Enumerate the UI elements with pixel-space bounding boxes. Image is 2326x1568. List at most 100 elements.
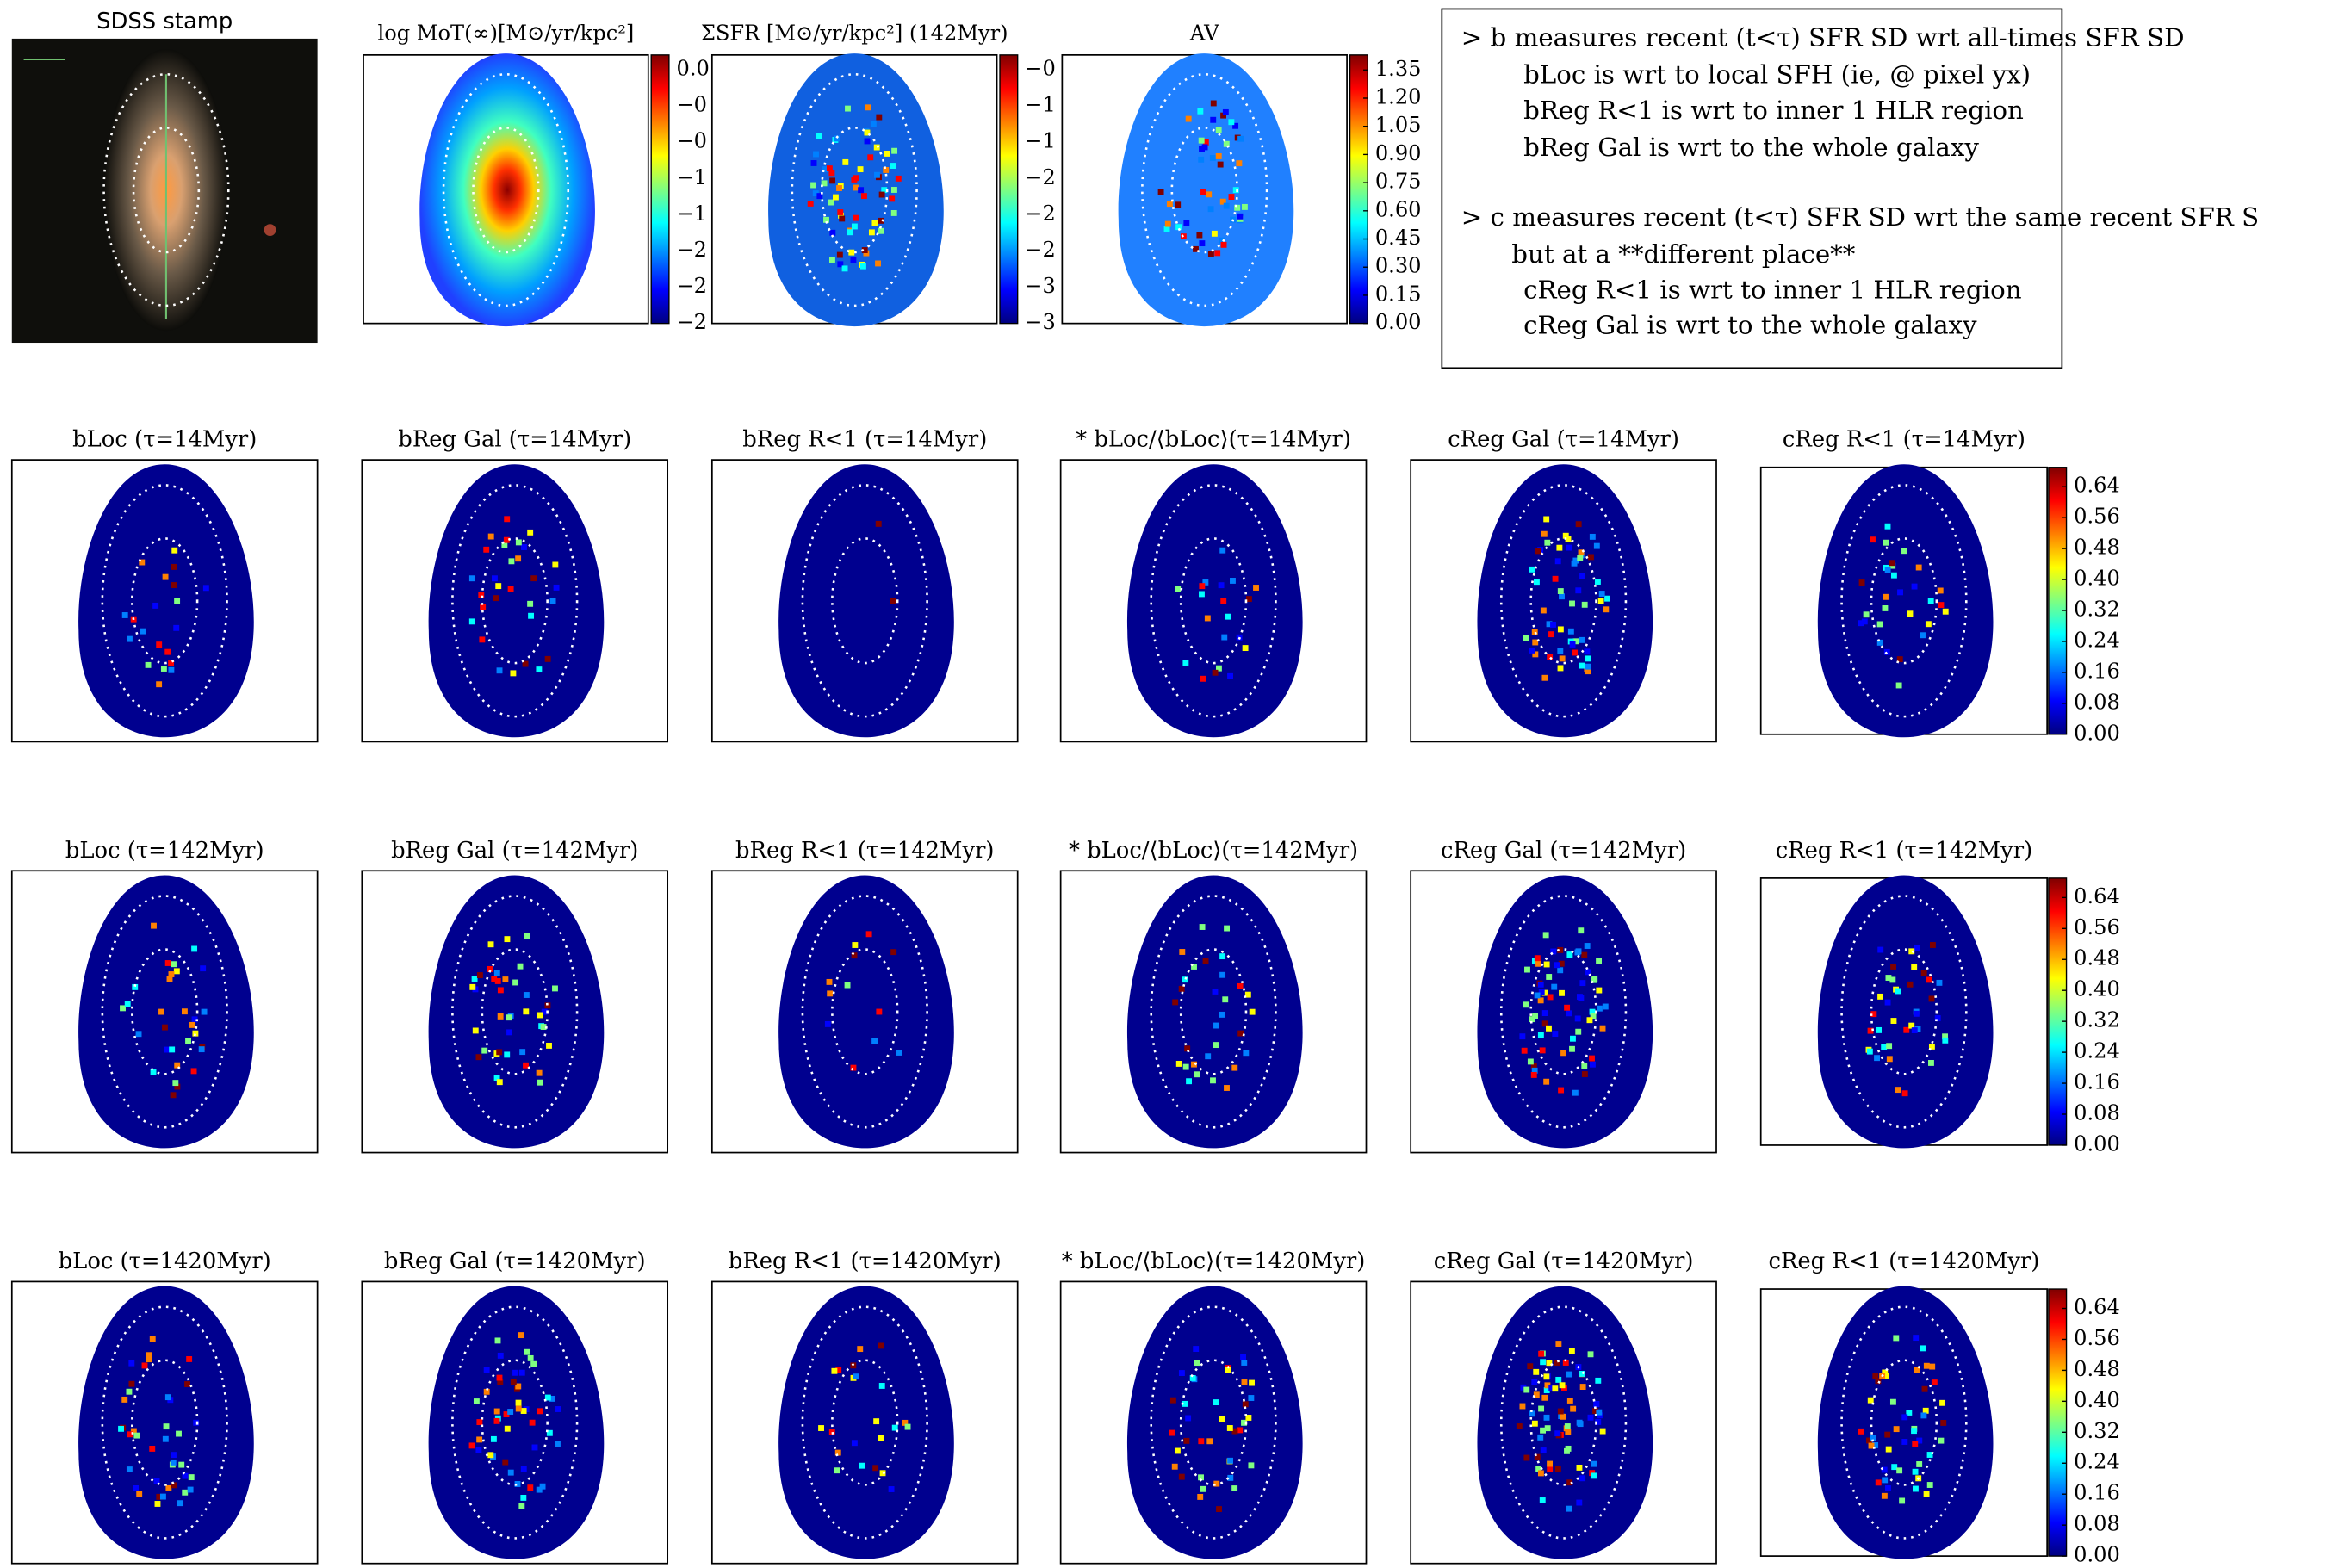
radius-contour bbox=[102, 72, 230, 307]
map-pixel bbox=[146, 1356, 152, 1363]
map-pixel bbox=[1521, 1047, 1528, 1054]
panel-title: ΣSFR [M⊙/yr/kpc²] (142Myr) bbox=[701, 22, 1008, 46]
map-pixel bbox=[1598, 591, 1605, 597]
map-pixel bbox=[1927, 598, 1934, 604]
map-pixel bbox=[1529, 566, 1535, 573]
map-pixel bbox=[1884, 999, 1891, 1006]
map-pixel bbox=[1870, 536, 1876, 543]
map-pixel bbox=[1548, 1385, 1555, 1391]
map-pixel bbox=[863, 250, 870, 257]
map-pixel bbox=[515, 555, 522, 562]
map-pixel bbox=[1164, 220, 1171, 227]
radius-contour bbox=[1499, 484, 1628, 718]
map-pixel bbox=[1183, 220, 1190, 226]
map-pixel bbox=[891, 147, 898, 154]
map-pixel bbox=[1532, 639, 1539, 646]
colorbar-label: 0.08 bbox=[2074, 1100, 2120, 1125]
map-pixel bbox=[1557, 626, 1564, 633]
map-pixel bbox=[1219, 1011, 1225, 1018]
map-pixel bbox=[1531, 1420, 1538, 1427]
map-pixel bbox=[1891, 1464, 1898, 1471]
note-line: cReg R<1 is wrt to inner 1 HLR region bbox=[1523, 275, 2022, 304]
map-pixel bbox=[1893, 1335, 1900, 1342]
map-pixel bbox=[469, 983, 476, 990]
map-pixel bbox=[1589, 1055, 1595, 1062]
map-pixel bbox=[1175, 586, 1182, 592]
map-pixel bbox=[1872, 1373, 1879, 1379]
radius-contour bbox=[801, 484, 928, 718]
map-pixel bbox=[1210, 1077, 1216, 1084]
map-pixel bbox=[1533, 579, 1540, 586]
map-pixel bbox=[483, 1367, 490, 1373]
map-pixel bbox=[1182, 1400, 1188, 1407]
galaxy-map bbox=[1126, 464, 1303, 738]
map-pixel bbox=[1579, 1475, 1586, 1482]
colorbar-label: 0.15 bbox=[1375, 282, 1422, 306]
map-pixel bbox=[181, 1008, 188, 1015]
map-pixel bbox=[904, 1423, 911, 1430]
map-pixel bbox=[200, 965, 207, 972]
map-pixel bbox=[884, 150, 890, 157]
map-pixel bbox=[1571, 560, 1578, 567]
map-pixel bbox=[546, 1042, 552, 1049]
map-pixel bbox=[1889, 560, 1895, 567]
map-pixel bbox=[873, 1418, 880, 1425]
map-pixel bbox=[1920, 632, 1926, 639]
map-pixel bbox=[853, 184, 859, 191]
map-pixel bbox=[468, 618, 475, 625]
map-pixel bbox=[1228, 119, 1235, 126]
map-pixel bbox=[891, 1424, 898, 1431]
map-pixel bbox=[833, 194, 839, 201]
map-pixel bbox=[1199, 583, 1206, 590]
map-pixel bbox=[523, 1008, 530, 1015]
map-pixel bbox=[1579, 1384, 1586, 1391]
map-pixel bbox=[201, 1008, 208, 1015]
map-pixel bbox=[1934, 1015, 1941, 1021]
map-pixel bbox=[1889, 1398, 1896, 1405]
map-pixel bbox=[1936, 979, 1943, 986]
map-pixel bbox=[1240, 1354, 1246, 1360]
map-pixel bbox=[1562, 1360, 1569, 1366]
map-pixel bbox=[1194, 1071, 1200, 1078]
map-pixel bbox=[1539, 1047, 1546, 1054]
map-pixel bbox=[1585, 668, 1591, 675]
map-pixel bbox=[549, 598, 556, 604]
map-pixel bbox=[173, 968, 180, 975]
map-pixel bbox=[834, 1467, 840, 1474]
map-pixel bbox=[878, 1383, 885, 1389]
map-pixel bbox=[1886, 1056, 1893, 1063]
map-pixel bbox=[1589, 1061, 1596, 1068]
map-pixel bbox=[191, 945, 198, 952]
map-pixel bbox=[171, 1452, 177, 1459]
map-pixel bbox=[1890, 1018, 1897, 1024]
map-pixel bbox=[544, 1394, 551, 1401]
colorbar-label: 0.00 bbox=[2074, 1543, 2120, 1567]
map-pixel bbox=[896, 1050, 902, 1056]
map-pixel bbox=[1596, 1005, 1603, 1012]
colorbar-label: −2 bbox=[1025, 238, 1056, 262]
map-pixel bbox=[150, 1069, 157, 1075]
map-pixel bbox=[515, 539, 522, 546]
map-pixel bbox=[818, 1425, 824, 1431]
map-pixel bbox=[1172, 999, 1179, 1006]
map-pixel bbox=[1929, 1363, 1936, 1370]
radius-contour bbox=[821, 126, 889, 254]
galaxy-map bbox=[419, 53, 595, 327]
map-pixel bbox=[168, 666, 175, 673]
map-pixel bbox=[546, 1429, 553, 1436]
map-pixel bbox=[171, 961, 177, 968]
map-pixel bbox=[182, 1472, 189, 1479]
panel-title: * bLoc/⟨bLoc⟩(τ=142Myr) bbox=[1069, 838, 1358, 864]
map-pixel bbox=[480, 604, 487, 610]
map-pixel bbox=[828, 257, 835, 263]
map-pixel bbox=[1572, 649, 1579, 656]
map-pixel bbox=[512, 979, 519, 986]
map-pixel bbox=[1874, 1055, 1880, 1062]
galaxy-map bbox=[1477, 1286, 1653, 1559]
map-pixel bbox=[1196, 232, 1203, 239]
map-pixel bbox=[844, 982, 851, 989]
map-pixel bbox=[496, 1079, 503, 1086]
map-pixel bbox=[502, 1459, 509, 1466]
map-pixel bbox=[168, 971, 175, 977]
map-pixel bbox=[1532, 1013, 1539, 1019]
